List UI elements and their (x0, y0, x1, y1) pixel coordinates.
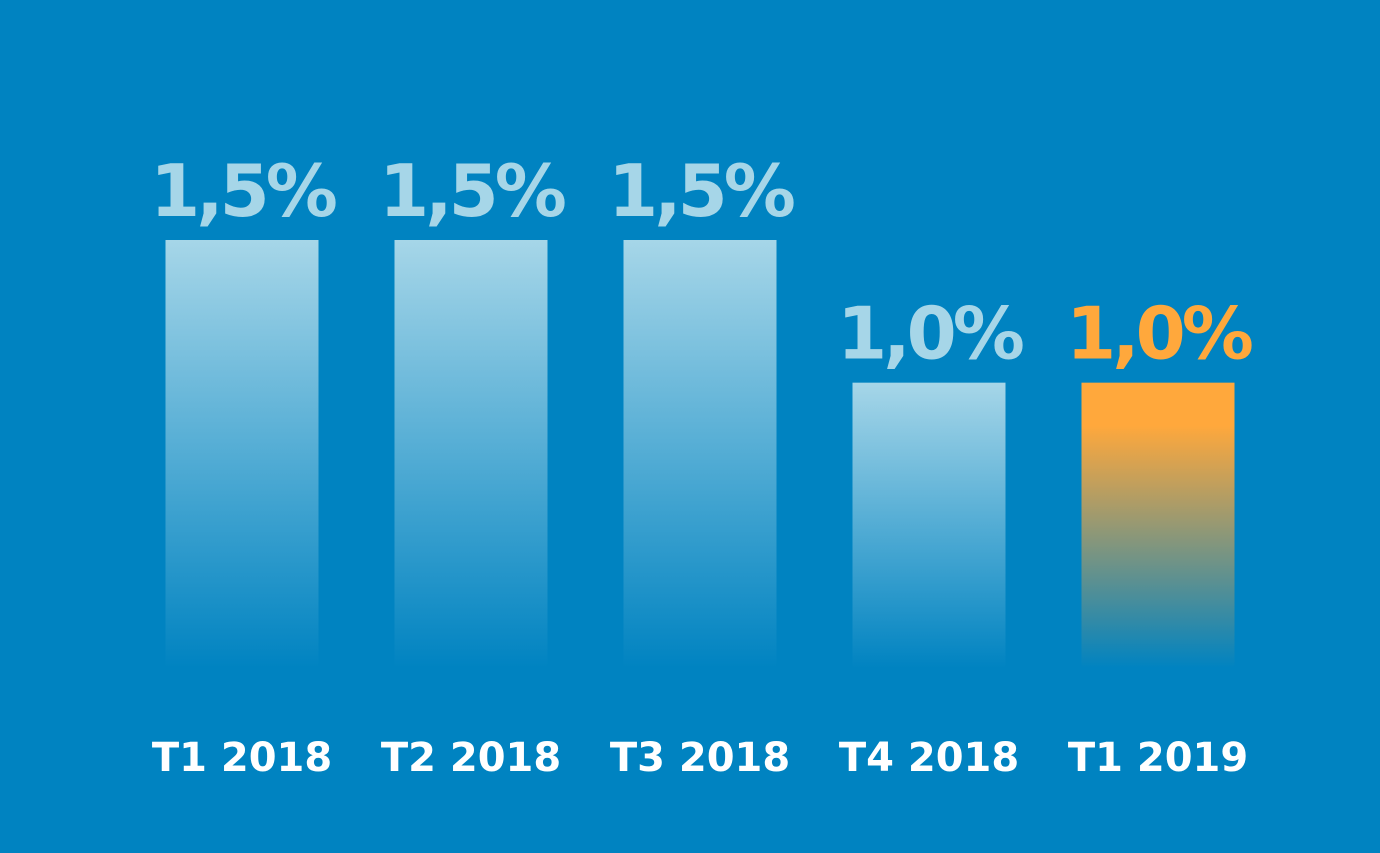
value-label-t4-2018: 1,0% (837, 292, 1023, 376)
tick-label-t1-2019: T1 2019 (1068, 735, 1248, 781)
tick-label-t3-2018: T3 2018 (610, 735, 790, 781)
bars-layer (165, 240, 1235, 668)
value-label-t1-2018: 1,5% (150, 149, 336, 233)
value-labels-layer: 1,5% 1,5% 1,5% 1,0% 1,0% (150, 149, 1256, 376)
bar-t2-2018 (394, 240, 548, 668)
tick-label-t2-2018: T2 2018 (381, 735, 561, 781)
tick-label-t4-2018: T4 2018 (839, 735, 1019, 781)
value-label-t3-2018: 1,5% (608, 149, 794, 233)
x-axis-tick-labels: T1 2018 T2 2018 T3 2018 T4 2018 T1 2019 (152, 735, 1248, 781)
value-label-t2-2018: 1,5% (379, 149, 565, 233)
bar-t3-2018 (623, 240, 777, 668)
bar-t1-2019 (1081, 382, 1235, 668)
tick-label-t1-2018: T1 2018 (152, 735, 332, 781)
bar-t1-2018 (165, 240, 319, 668)
value-label-t1-2019: 1,0% (1066, 292, 1252, 376)
bar-t4-2018 (852, 382, 1006, 668)
